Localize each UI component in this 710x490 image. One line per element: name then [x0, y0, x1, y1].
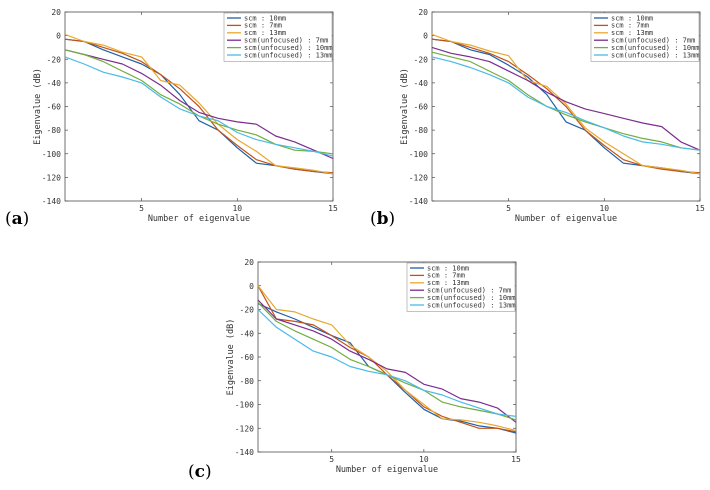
y-tick-label: -20 — [414, 55, 429, 64]
legend-entry: scm : 10mm — [611, 14, 653, 22]
x-tick-label: 5 — [139, 204, 144, 213]
y-tick-label: -20 — [240, 306, 255, 315]
y-tick-label: -140 — [42, 197, 61, 206]
chart-panel-c: 20 0 -20 -40 -60 -80 -100 -120 -140 5 10 15 Number o… — [188, 258, 521, 482]
legend-entry: scm : 10mm — [427, 264, 469, 272]
legend-entry: scm : 13mm — [244, 29, 286, 37]
legend-entry: scm : 13mm — [611, 29, 653, 37]
y-tick-label: 20 — [51, 8, 61, 17]
series-line-2 — [64, 38, 334, 174]
y-tick-label: -80 — [240, 377, 255, 386]
x-tick-label: 5 — [329, 455, 334, 464]
legend-entry: scm : 7mm — [427, 272, 465, 280]
x-axis-label: Number of eigenvalue — [336, 465, 438, 475]
x-tick-label: 10 — [232, 204, 242, 213]
y-tick-label: -40 — [47, 79, 62, 88]
legend-entry: scm(unfocused) : 13mm — [611, 51, 700, 59]
y-tick-label: -140 — [409, 197, 428, 206]
y-axis-label: Eigenvalue (dB) — [33, 68, 43, 145]
series-line-2 — [431, 38, 701, 174]
y-tick-label: -60 — [414, 103, 429, 112]
legend-entry: scm : 7mm — [244, 22, 282, 30]
series-line-3 — [257, 285, 517, 432]
legend-entry: scm(unfocused) : 10mm — [611, 44, 700, 52]
y-tick-label: -140 — [235, 448, 254, 457]
panel-label: (b) — [370, 209, 395, 229]
y-tick-label: -40 — [240, 329, 255, 338]
chart-panel-b: 20 0 -20 -40 -60 -80 -100 -120 -140 5 10 15 Number o… — [370, 8, 705, 229]
series-line-4 — [431, 46, 701, 151]
y-tick-label: -100 — [235, 401, 254, 410]
series-line-5 — [431, 51, 701, 151]
panel-label: (a) — [5, 209, 29, 229]
legend-entry: scm(unfocused) : 7mm — [611, 37, 695, 45]
y-tick-label: -100 — [42, 150, 61, 159]
y-tick-label: 20 — [418, 8, 428, 17]
y-tick-label: -120 — [42, 173, 61, 182]
legend-entry: scm(unfocused) : 10mm — [244, 44, 333, 52]
y-tick-label: -100 — [409, 150, 428, 159]
legend-box — [223, 12, 333, 62]
y-tick-label: 0 — [423, 32, 428, 41]
series-line-4 — [257, 299, 517, 423]
y-tick-label: -120 — [235, 424, 254, 433]
legend-entry: scm(unfocused) : 7mm — [427, 287, 511, 295]
chart-panel-a: 20 0 -20 -40 -60 -80 -100 -120 -140 5 10 15 Number o… — [5, 8, 338, 229]
legend-entry: scm : 7mm — [611, 22, 649, 30]
y-tick-label: -20 — [47, 55, 62, 64]
y-axis-label: Eigenvalue (dB) — [226, 319, 236, 396]
legend-entry: scm(unfocused) : 13mm — [427, 301, 516, 309]
legend-entry: scm : 10mm — [244, 14, 286, 22]
y-tick-label: -40 — [414, 79, 429, 88]
series-line-6 — [64, 56, 334, 157]
series-line-6 — [257, 309, 517, 417]
y-axis-label: Eigenvalue (dB) — [400, 68, 410, 145]
x-axis-label: Number of eigenvalue — [148, 214, 250, 224]
legend-entry: scm(unfocused) : 10mm — [427, 294, 516, 302]
legend-box — [406, 262, 516, 312]
legend-box — [590, 12, 700, 62]
y-tick-label: -80 — [414, 126, 429, 135]
series-line-4 — [64, 49, 334, 160]
series-line-6 — [431, 56, 701, 151]
y-tick-label: -120 — [409, 173, 428, 182]
series-line-3 — [64, 33, 334, 175]
x-tick-label: 15 — [511, 455, 521, 464]
legend-entry: scm : 13mm — [427, 279, 469, 287]
y-tick-label: -60 — [240, 353, 255, 362]
x-tick-label: 15 — [328, 204, 338, 213]
y-tick-label: -60 — [47, 103, 62, 112]
series-line-3 — [431, 33, 701, 175]
legend-entry: scm(unfocused) : 13mm — [244, 51, 333, 59]
legend-entry: scm(unfocused) : 7mm — [244, 37, 328, 45]
y-tick-label: -80 — [47, 126, 62, 135]
y-tick-label: 20 — [244, 258, 254, 267]
y-tick-label: 0 — [249, 282, 254, 291]
x-axis-label: Number of eigenvalue — [515, 214, 617, 224]
panel-label: (c) — [188, 462, 212, 482]
x-tick-label: 5 — [506, 204, 511, 213]
x-tick-label: 10 — [419, 455, 429, 464]
y-tick-label: 0 — [56, 32, 61, 41]
x-tick-label: 15 — [695, 204, 705, 213]
x-tick-label: 10 — [599, 204, 609, 213]
